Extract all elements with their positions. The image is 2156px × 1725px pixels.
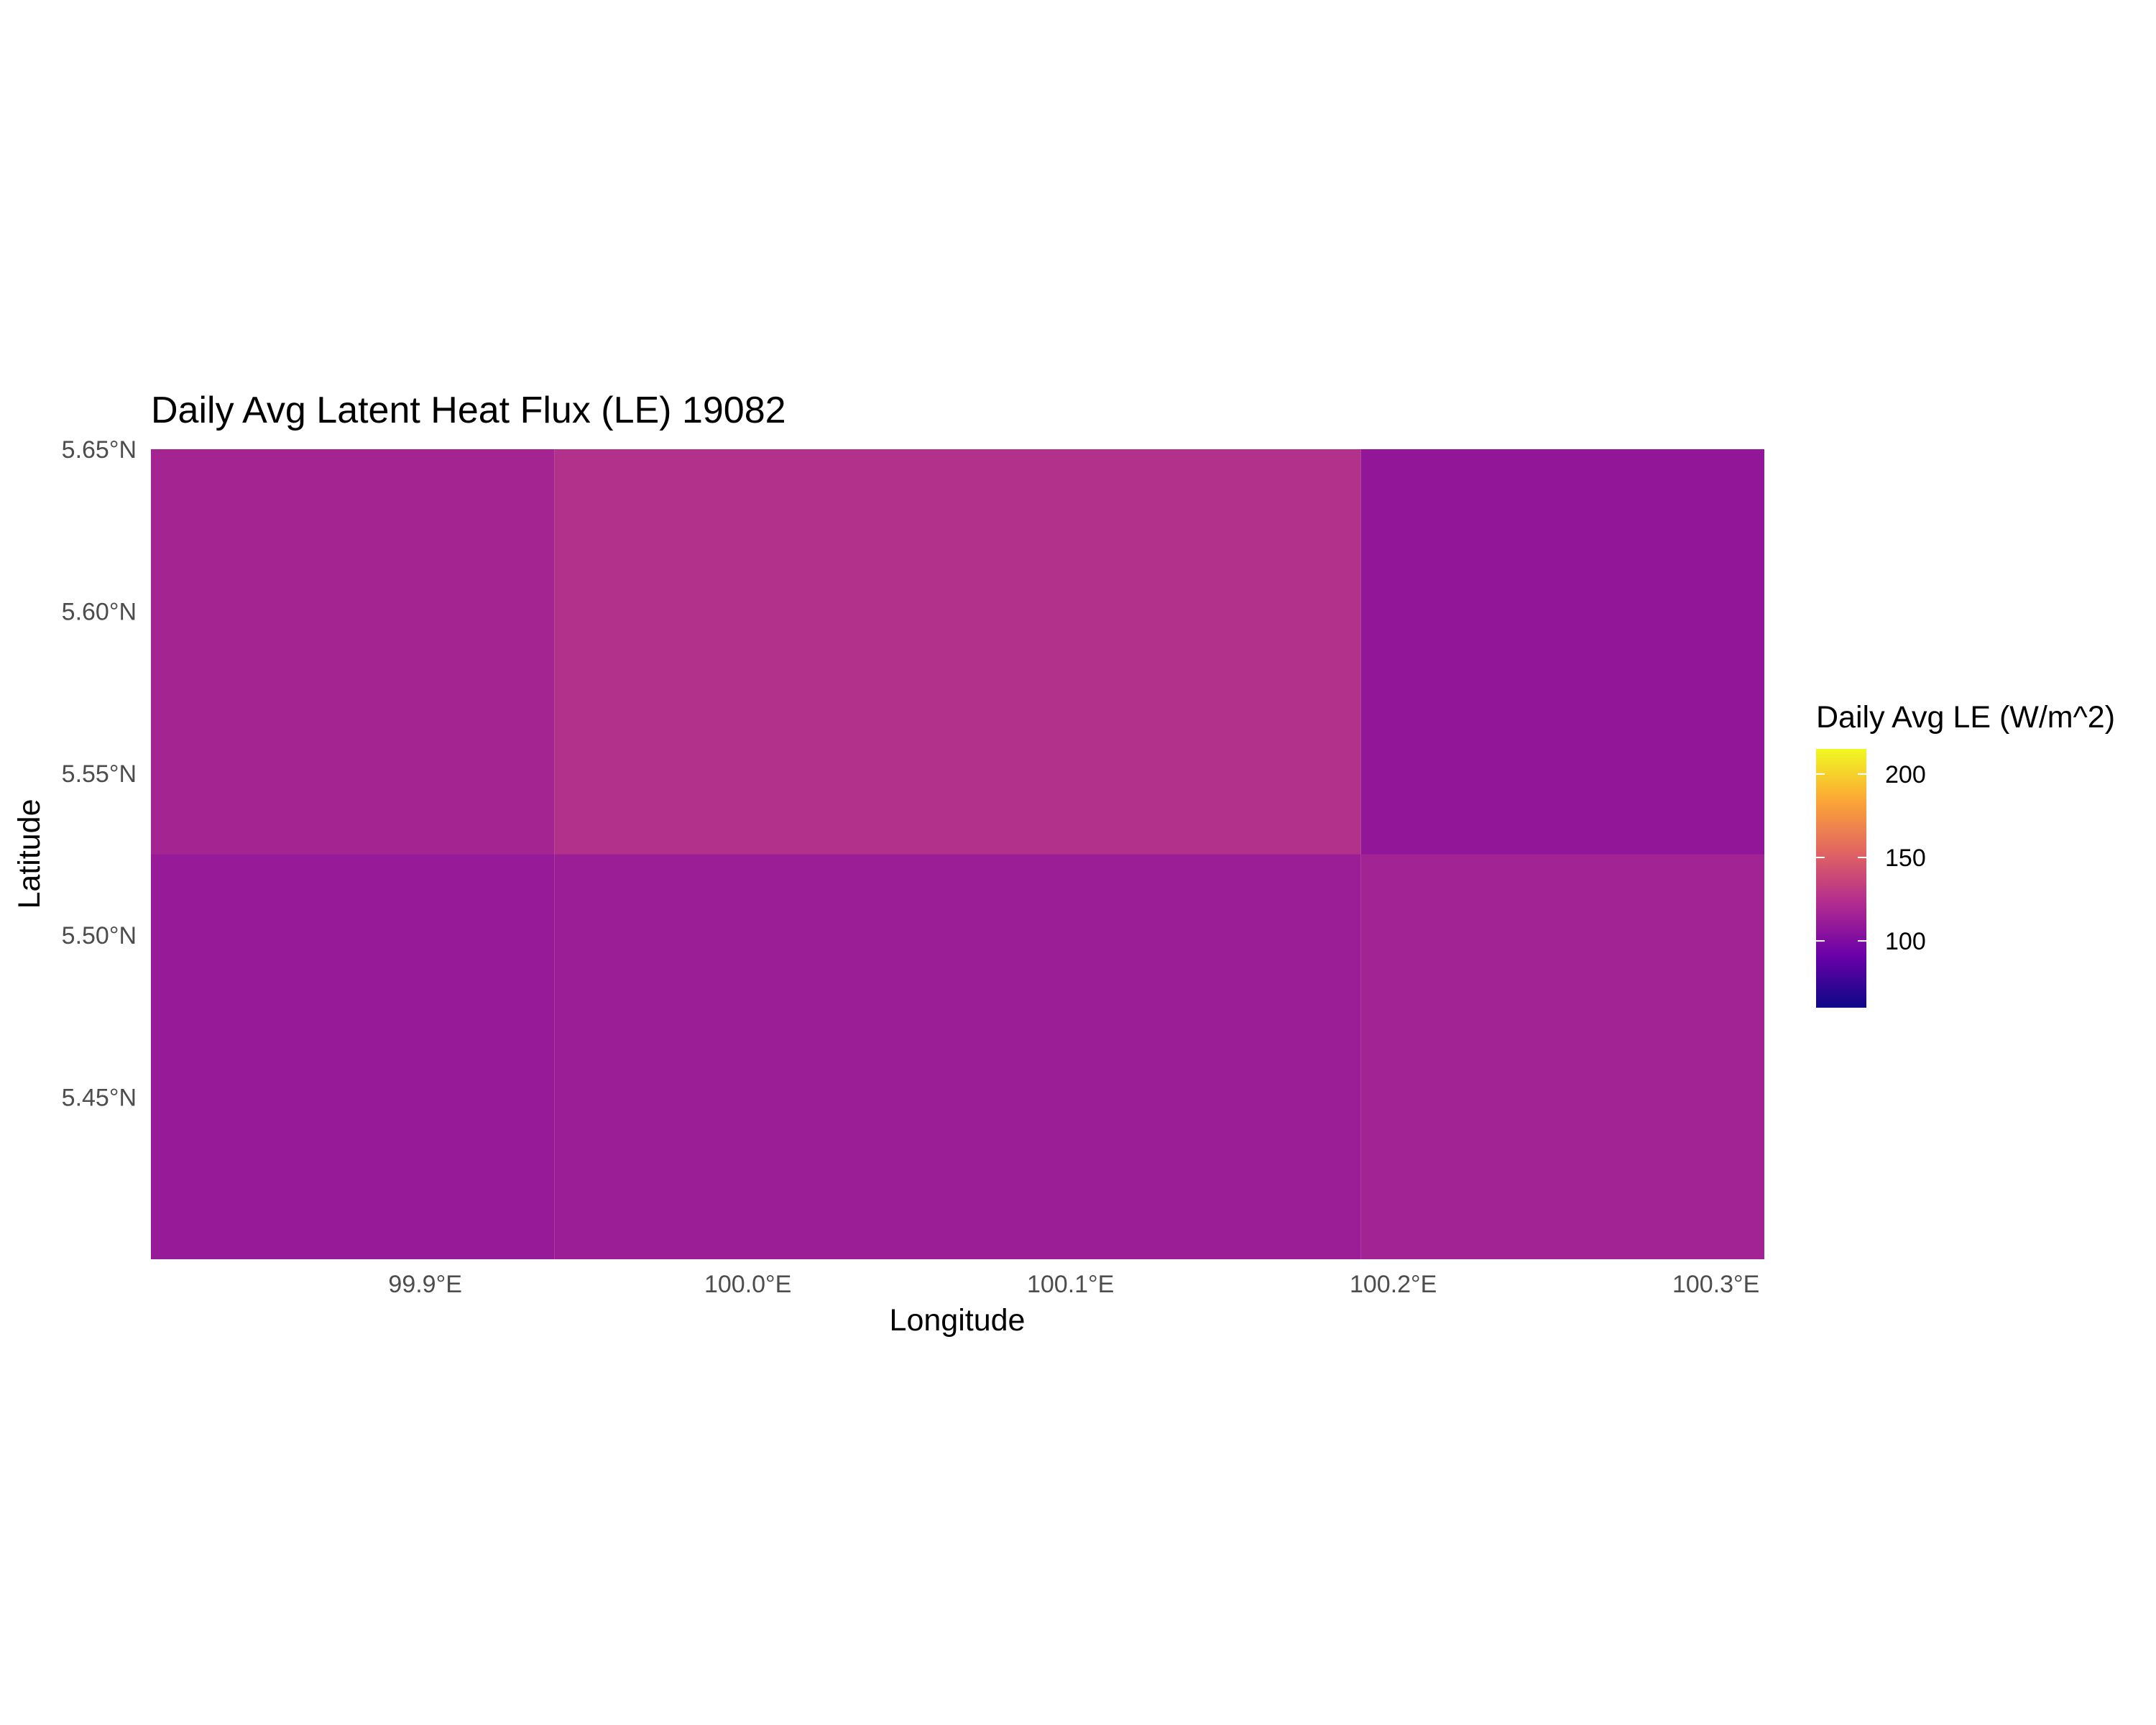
x-tick-label-3: 100.2°E: [1350, 1271, 1437, 1298]
y-tick-label-3: 5.60°N: [62, 598, 137, 625]
heatmap-cell-1: [554, 449, 958, 855]
x-axis-ticks: 99.9°E 100.0°E 100.1°E 100.2°E 100.3°E: [388, 1271, 1759, 1298]
heatmap-cell-7: [1360, 854, 1764, 1259]
heatmap-cell-2: [957, 449, 1361, 855]
x-tick-label-2: 100.1°E: [1027, 1271, 1114, 1298]
legend-tick-label-1: 150: [1885, 845, 1926, 872]
legend-title: Daily Avg LE (W/m^2): [1816, 700, 2115, 735]
y-tick-label-1: 5.50°N: [62, 922, 137, 949]
x-axis-title: Longitude: [890, 1303, 1026, 1338]
heatmap-cell-5: [554, 854, 958, 1259]
color-legend: Daily Avg LE (W/m^2) 100 150 200: [1816, 700, 2115, 1008]
y-axis-ticks: 5.45°N 5.50°N 5.55°N 5.60°N 5.65°N: [62, 436, 137, 1112]
legend-ticks: 100 150 200: [1816, 761, 1926, 955]
heatmap-cells: [151, 449, 1764, 1259]
x-tick-label-1: 100.0°E: [704, 1271, 791, 1298]
y-tick-label-2: 5.55°N: [62, 760, 137, 788]
heatmap-cell-6: [957, 854, 1361, 1259]
x-tick-label-0: 99.9°E: [388, 1271, 461, 1298]
heatmap-cell-3: [1360, 449, 1764, 855]
legend-color-bar: [1816, 749, 1866, 1008]
y-axis-title: Latitude: [12, 799, 47, 908]
chart-title: Daily Avg Latent Heat Flux (LE) 19082: [151, 390, 786, 431]
heatmap-cell-4: [151, 854, 555, 1259]
y-tick-label-4: 5.65°N: [62, 436, 137, 464]
heatmap-cell-0: [151, 449, 555, 855]
legend-tick-label-0: 100: [1885, 928, 1926, 955]
y-tick-label-0: 5.45°N: [62, 1085, 137, 1112]
legend-tick-label-2: 200: [1885, 761, 1926, 788]
x-tick-label-4: 100.3°E: [1672, 1271, 1759, 1298]
